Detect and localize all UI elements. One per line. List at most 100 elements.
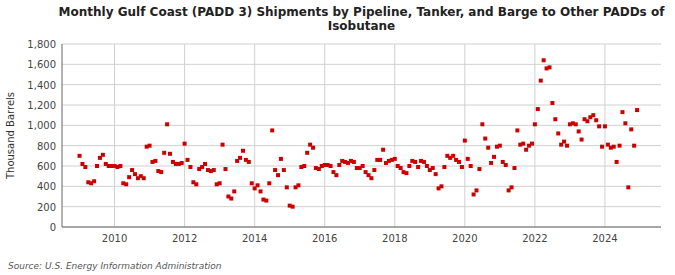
point [486, 146, 490, 150]
point [101, 153, 105, 157]
point [431, 166, 435, 170]
y-grid-line [62, 145, 661, 146]
point [381, 148, 385, 152]
points [78, 58, 640, 208]
point [372, 168, 376, 172]
y-tick-label: 800 [37, 141, 56, 152]
point [124, 182, 128, 186]
point [118, 164, 122, 168]
point [285, 185, 289, 189]
y-tick-label: 0 [50, 222, 56, 233]
point [635, 108, 639, 112]
point [620, 110, 624, 114]
point [142, 176, 146, 180]
point [600, 145, 604, 149]
point [466, 157, 470, 161]
point [550, 101, 554, 105]
point [218, 181, 222, 185]
point [404, 171, 408, 175]
point [565, 144, 569, 148]
y-grid-line [62, 64, 661, 65]
point [618, 144, 622, 148]
y-grid-line [62, 105, 661, 106]
x-grid-line [254, 44, 255, 227]
point [536, 107, 540, 111]
point [477, 167, 481, 171]
point [623, 121, 627, 125]
point [130, 168, 134, 172]
point [267, 181, 271, 185]
point [548, 65, 552, 69]
point [556, 131, 560, 135]
point [127, 175, 131, 179]
y-tick-label: 1,000 [27, 120, 56, 131]
y-grid-line [62, 84, 661, 85]
point [483, 137, 487, 141]
x-tick-label: 2022 [522, 233, 547, 244]
point [407, 164, 411, 168]
point [259, 189, 263, 193]
x-tick-label: 2010 [102, 233, 127, 244]
point [241, 149, 245, 153]
point [162, 151, 166, 155]
point [180, 161, 184, 165]
point [463, 139, 467, 143]
point [83, 165, 87, 169]
x-grid-line [534, 44, 535, 227]
point [133, 172, 137, 176]
point [562, 140, 566, 144]
point [264, 199, 268, 203]
point [78, 154, 82, 158]
x-tick-label: 2018 [382, 233, 407, 244]
point [361, 164, 365, 168]
point [597, 124, 601, 128]
point [311, 146, 315, 150]
point [305, 151, 309, 155]
point [422, 160, 426, 164]
point [223, 167, 227, 171]
point [434, 172, 438, 176]
point [524, 148, 528, 152]
point [475, 188, 479, 192]
point [188, 165, 192, 169]
point [212, 168, 216, 172]
point [153, 159, 157, 163]
point [329, 164, 333, 168]
x-grid-line [324, 44, 325, 227]
point [553, 117, 557, 121]
point [413, 160, 417, 164]
point [542, 58, 546, 62]
y-grid-line [62, 227, 661, 228]
point [183, 142, 187, 146]
point [533, 122, 537, 126]
point [577, 129, 581, 133]
point [504, 163, 508, 167]
point [159, 170, 163, 174]
y-tick-label: 1,800 [27, 39, 56, 50]
point [337, 163, 341, 167]
point [510, 185, 514, 189]
x-grid-line [604, 44, 605, 227]
chart: Monthly Gulf Coast (PADD 3) Shipments by… [0, 0, 675, 275]
x-grid-line [394, 44, 395, 227]
point [95, 164, 99, 168]
point [632, 144, 636, 148]
point [247, 160, 251, 164]
point [574, 122, 578, 126]
point [369, 176, 373, 180]
x-tick-label: 2014 [242, 233, 267, 244]
point [425, 164, 429, 168]
point [378, 158, 382, 162]
x-axis-line [62, 227, 661, 228]
point [256, 183, 260, 187]
point [399, 166, 403, 170]
point [580, 138, 584, 142]
point [612, 145, 616, 149]
point [521, 142, 525, 146]
point [492, 155, 496, 159]
axes: 02004006008001,0001,2001,4001,6001,80020… [27, 39, 661, 244]
point [186, 158, 190, 162]
point [626, 185, 630, 189]
point [594, 118, 598, 122]
y-axis-line [62, 44, 63, 227]
